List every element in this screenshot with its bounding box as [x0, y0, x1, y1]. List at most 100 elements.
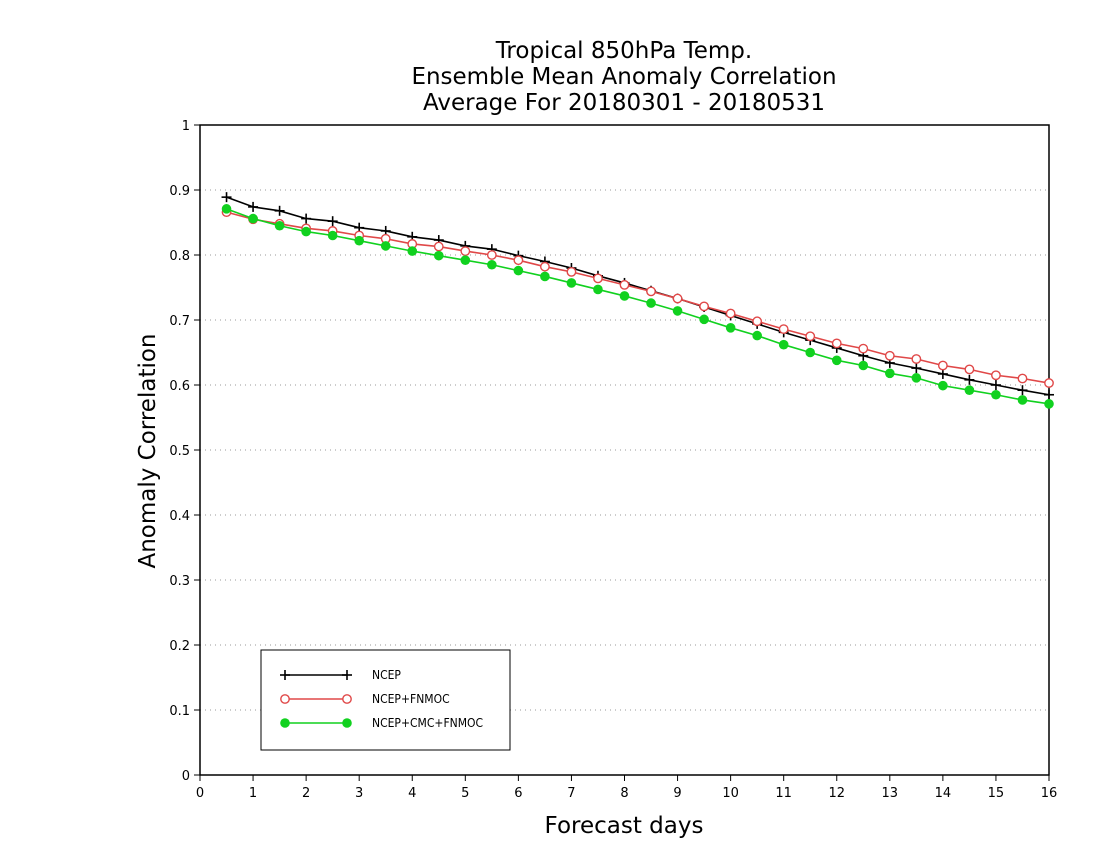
data-point — [248, 201, 259, 212]
data-point — [964, 385, 975, 396]
x-axis: 0 1 2 3 4 5 6 7 8 9 10 11 12 13 14 15 16 — [196, 775, 1057, 801]
data-point — [593, 273, 603, 284]
legend-marker — [280, 718, 290, 728]
data-point — [619, 279, 630, 290]
series-ncep-cmc-fnmoc-line — [226, 208, 1050, 405]
data-point — [487, 259, 497, 270]
x-axis-label: Forecast days — [545, 813, 704, 839]
data-point — [301, 213, 312, 224]
y-tick-label: 0.3 — [169, 574, 190, 589]
data-point — [937, 360, 948, 371]
data-point — [433, 241, 444, 252]
data-point — [938, 380, 948, 391]
legend-marker — [342, 718, 352, 728]
data-point — [513, 265, 524, 276]
data-point — [991, 389, 1001, 400]
y-tick-label: 0.6 — [169, 379, 190, 394]
legend: NCEP NCEP+FNMOC NCEP+CMC+FNMOC — [260, 649, 511, 751]
data-point — [1017, 395, 1028, 405]
x-tick-label: 0 — [196, 786, 204, 801]
data-point — [964, 364, 975, 375]
data-point — [752, 316, 763, 327]
data-point — [274, 205, 285, 216]
data-point — [301, 226, 311, 237]
y-tick-label: 0.9 — [169, 184, 190, 199]
y-axis: 0 0.1 0.2 0.3 0.4 0.5 0.6 0.7 0.8 0.9 1 — [169, 119, 200, 784]
x-tick-label: 4 — [408, 786, 416, 801]
legend-item: NCEP+FNMOC — [280, 692, 450, 706]
data-point — [990, 380, 1001, 390]
series-ncep — [221, 192, 1054, 400]
x-tick-label: 5 — [461, 786, 469, 801]
data-point — [672, 306, 683, 316]
y-tick-label: 0.5 — [169, 444, 190, 459]
data-point — [221, 192, 232, 203]
data-point — [1044, 378, 1054, 388]
x-tick-label: 1 — [249, 786, 257, 801]
series-layer — [221, 192, 1054, 409]
y-tick-label: 0 — [182, 769, 190, 784]
x-tick-label: 2 — [302, 786, 310, 801]
data-point — [991, 370, 1001, 381]
data-point — [513, 255, 524, 266]
series-ncep-fnmoc — [221, 207, 1054, 388]
x-tick-label: 3 — [355, 786, 363, 801]
chart-title: Tropical 850hPa Temp. Ensemble Mean Anom… — [411, 38, 836, 116]
data-point — [911, 354, 922, 364]
series-ncep-cmc-fnmoc — [221, 204, 1054, 409]
data-point — [805, 331, 816, 342]
legend-box — [260, 649, 511, 751]
data-point — [1044, 399, 1054, 409]
data-point — [725, 308, 736, 319]
y-tick-label: 0.1 — [169, 704, 190, 719]
x-tick-label: 11 — [775, 786, 792, 801]
gridlines — [200, 189, 1049, 711]
data-point — [380, 241, 391, 251]
x-tick-label: 16 — [1041, 786, 1058, 801]
data-point — [911, 363, 922, 374]
data-point — [566, 266, 577, 277]
data-point — [274, 220, 285, 231]
y-axis-label: Anomaly Correlation — [135, 333, 161, 568]
legend-marker — [342, 694, 352, 704]
series-ncep-fnmoc-line — [226, 211, 1050, 384]
x-tick-label: 15 — [988, 786, 1005, 801]
legend-item: NCEP+CMC+FNMOC — [280, 716, 483, 730]
data-point — [221, 204, 232, 214]
data-point — [885, 368, 895, 379]
data-point — [327, 216, 338, 227]
y-tick-label: 1 — [182, 119, 190, 134]
data-point — [460, 255, 471, 265]
data-point — [327, 230, 338, 241]
data-point — [778, 324, 789, 334]
data-point — [964, 374, 975, 385]
data-point — [1044, 389, 1054, 400]
data-point — [433, 250, 444, 261]
series-ncep-line — [226, 196, 1050, 396]
title-line-3: Average For 20180301 - 20180531 — [423, 90, 825, 116]
data-point — [672, 293, 683, 304]
data-point — [248, 213, 258, 224]
data-point — [460, 246, 471, 257]
x-tick-label: 14 — [935, 786, 952, 801]
data-point — [646, 286, 656, 297]
data-point — [1017, 385, 1028, 396]
x-tick-label: 9 — [673, 786, 681, 801]
data-point — [884, 350, 895, 361]
legend-item: NCEP — [280, 668, 401, 682]
data-point — [566, 278, 577, 288]
x-tick-label: 12 — [828, 786, 845, 801]
x-tick-label: 8 — [620, 786, 628, 801]
y-tick-label: 0.7 — [169, 314, 190, 329]
data-point — [778, 339, 789, 350]
data-point — [540, 271, 550, 282]
y-tick-label: 0.2 — [169, 639, 190, 654]
data-point — [805, 347, 816, 358]
y-tick-label: 0.8 — [169, 249, 190, 264]
legend-marker — [280, 694, 290, 704]
legend-marker — [280, 670, 290, 680]
x-tick-label: 13 — [882, 786, 899, 801]
data-point — [858, 360, 869, 371]
data-point — [831, 355, 842, 366]
